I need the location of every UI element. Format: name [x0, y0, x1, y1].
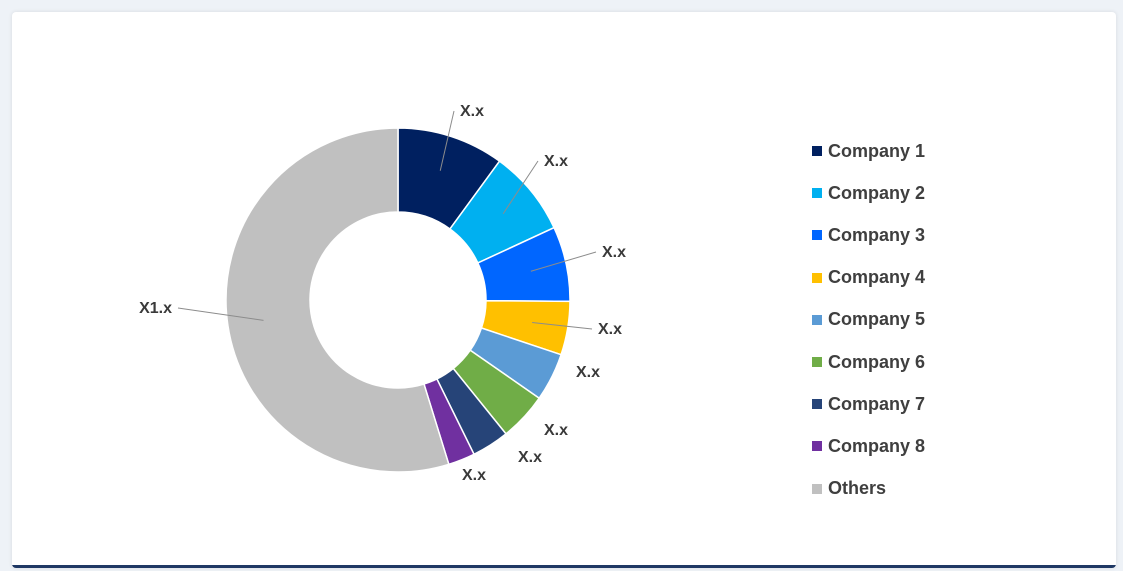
- legend-swatch: [812, 441, 822, 452]
- legend-label: Company 2: [828, 182, 926, 203]
- card-bottom-border: [12, 565, 1116, 568]
- legend-item-5: Company 5: [812, 299, 925, 341]
- legend-swatch: [812, 399, 822, 410]
- legend-label: Company 3: [828, 224, 926, 245]
- legend-label: Company 8: [828, 435, 926, 456]
- legend-swatch: [812, 483, 822, 494]
- legend-swatch: [812, 314, 822, 325]
- legend-swatch: [812, 272, 822, 283]
- leader-line-2: [502, 160, 539, 215]
- legend-item-1: Company 1: [812, 130, 925, 172]
- legend-item-8: Company 8: [812, 425, 925, 467]
- legend-label: Company 1: [828, 140, 926, 161]
- donut-chart: X.xX.xX.xX.xX.xX.xX.xX.xX1.x: [139, 103, 626, 484]
- legend-label: Company 5: [828, 309, 926, 330]
- data-label-9: X1.x: [139, 300, 172, 317]
- data-labels: X.xX.xX.xX.xX.xX.xX.xX.xX1.x: [139, 103, 626, 484]
- data-label-4: X.x: [598, 321, 622, 338]
- legend-swatch: [812, 230, 822, 241]
- legend-item-3: Company 3: [812, 214, 925, 256]
- legend-label: Company 6: [828, 351, 926, 372]
- legend-item-6: Company 6: [812, 341, 925, 383]
- donut-slice-9: [225, 127, 450, 473]
- data-label-8: X.x: [462, 467, 486, 484]
- data-label-1: X.x: [460, 103, 484, 120]
- legend-swatch: [812, 146, 822, 157]
- data-label-5: X.x: [576, 364, 600, 381]
- leader-line-4: [532, 321, 593, 330]
- legend-swatch: [812, 357, 822, 368]
- legend-swatch: [812, 188, 822, 199]
- leader-line-1: [439, 110, 455, 171]
- chart-legend: Company 1 Company 2 Company 3 Company 4 Comp…: [812, 130, 925, 510]
- legend-label: Others: [828, 478, 887, 499]
- donut-slices: [225, 127, 571, 473]
- legend-item-2: Company 2: [812, 172, 925, 214]
- leader-line-3: [530, 251, 597, 272]
- data-label-6: X.x: [544, 422, 568, 439]
- leader-lines: [177, 110, 597, 330]
- legend-item-4: Company 4: [812, 257, 925, 299]
- chart-card: X.x X.x X.x X.x X.x X.x X.x X.x X1.x Company 1 Co…: [12, 12, 1116, 568]
- data-label-2: X.x: [544, 153, 568, 170]
- legend-item-9: Others: [812, 468, 925, 510]
- leader-line-9: [177, 307, 264, 321]
- data-label-7: X.x: [518, 449, 542, 466]
- legend-item-7: Company 7: [812, 383, 925, 425]
- data-label-3: X.x: [602, 244, 626, 261]
- legend-label: Company 4: [828, 267, 926, 288]
- legend-label: Company 7: [828, 393, 926, 414]
